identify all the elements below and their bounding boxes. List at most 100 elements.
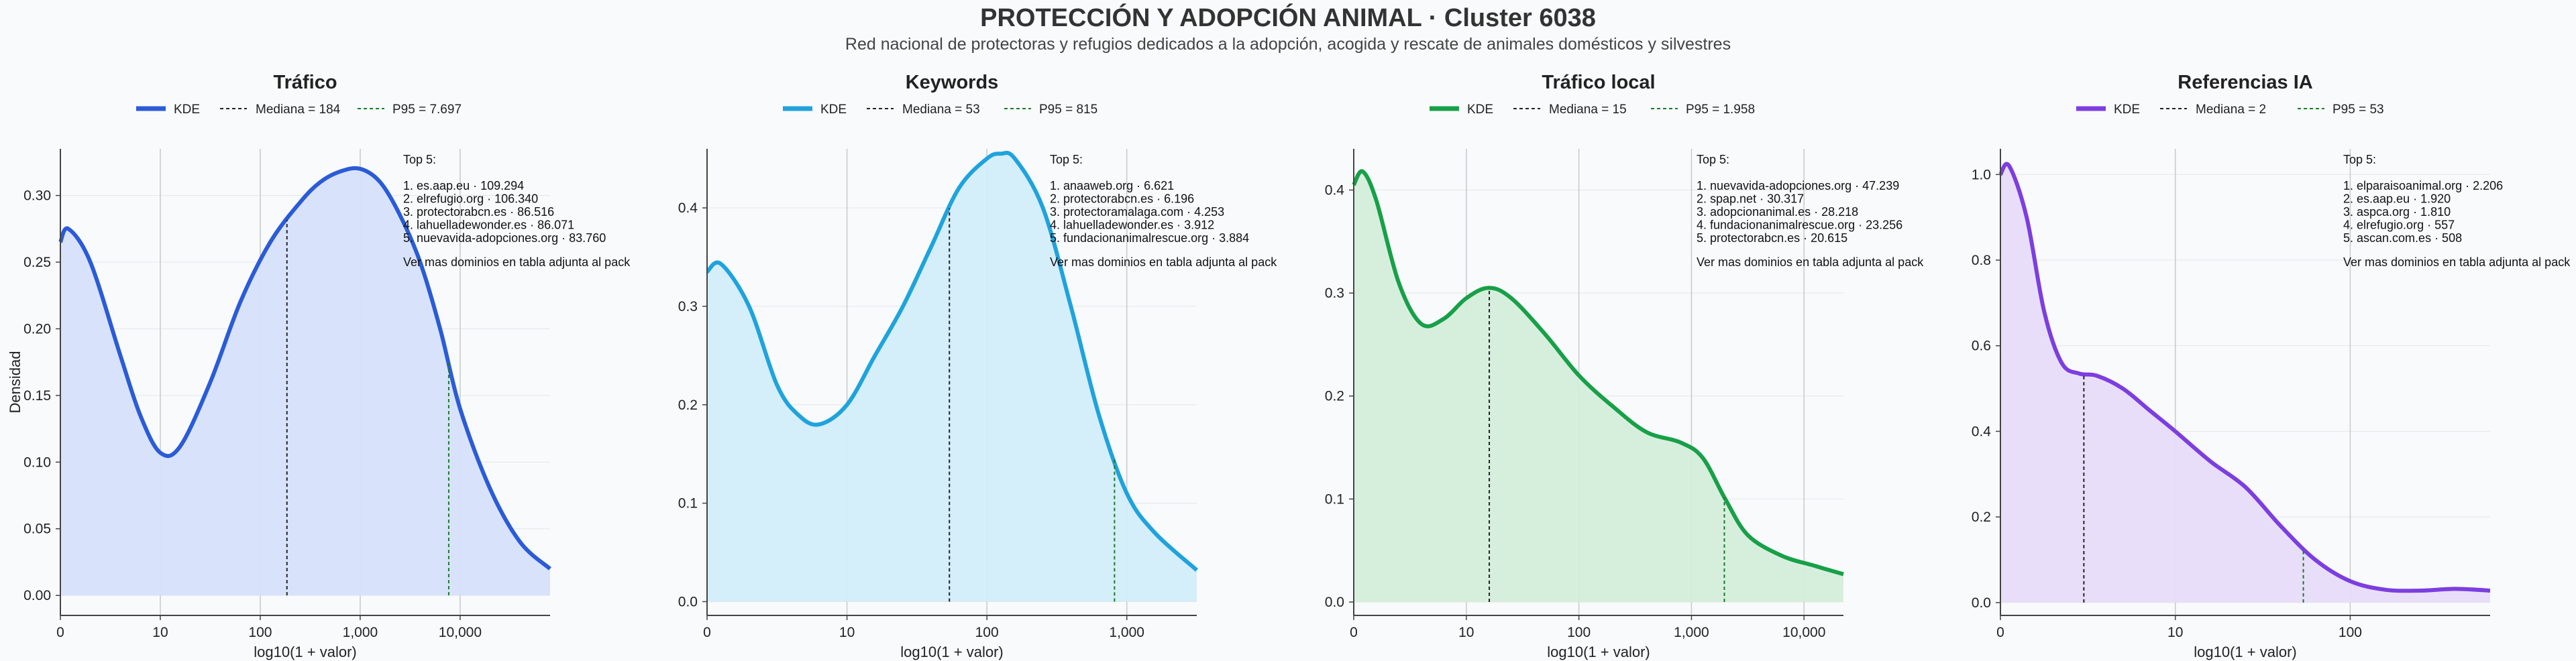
x-tick-label: 100 [2339,625,2362,640]
x-tick-label: 100 [1567,625,1591,640]
y-tick-label: 0.1 [1325,491,1344,507]
legend-kde-label: KDE [1467,103,1493,117]
legend-kde-label: KDE [174,103,200,117]
kde-line [705,150,1198,572]
y-tick-label: 0.0 [678,594,698,609]
page-title: PROTECCIÓN Y ADOPCIÓN ANIMAL · Cluster 6… [980,4,1596,32]
chart-panel-2: Keywords KDE Mediana = 53 P95 = 815 0.0 0.1 0.… [678,72,1277,660]
top5-item: 5. protectorabcn.es · 20.615 [1697,231,1847,245]
legend: KDE Mediana = 53 P95 = 815 [783,103,1097,117]
x-tick-label: 100 [975,625,999,640]
y-tick-label: 0.4 [1972,424,1992,439]
top5-header: Top 5: [403,153,436,166]
panel-title: Referencias IA [2178,72,2313,93]
top5-item: 5. ascan.com.es · 508 [2343,231,2462,245]
y-tick-label: 0.20 [23,321,51,337]
y-tick-label: 0.6 [1972,339,1991,354]
y-axis-label: Densidad [7,351,23,414]
legend-p95-label: P95 = 815 [1039,103,1097,117]
y-tick-label: 0.00 [23,588,51,603]
y-tick-label: 0.15 [23,388,51,404]
top5-item: 2. es.aap.eu · 1.920 [2343,192,2451,206]
top5-annotation: Top 5: 1. nuevavida-adopciones.org · 47.2… [1697,153,1924,269]
top5-item: 2. protectorabcn.es · 6.196 [1050,192,1194,206]
kde-area [2000,164,2490,603]
top5-item: 1. elparaisoanimal.org · 2.206 [2343,179,2503,192]
y-tick-label: 0.3 [678,299,698,314]
top5-item: 2. elrefugio.org · 106.340 [403,192,538,206]
x-tick-label: 0 [1350,625,1358,640]
y-tick-label: 0.4 [678,200,698,216]
kde-line [1352,169,1844,577]
top5-item: 3. aspca.org · 1.810 [2343,205,2451,219]
y-tick-label: 0.2 [1972,509,1991,525]
top5-item: 3. protectorabcn.es · 86.516 [403,205,554,219]
chart-panel-4: Referencias IA KDE Mediana = 2 P95 = 53 0.0 0… [1972,72,2571,660]
chart-panel-1: Tráfico KDE Mediana = 184 P95 = 7.697 0.00 0.… [7,72,631,660]
legend: KDE Mediana = 184 P95 = 7.697 [136,103,462,117]
x-tick-label: 10,000 [439,625,482,640]
y-tick-label: 0.8 [1972,253,1991,268]
legend: KDE Mediana = 15 P95 = 1.958 [1430,103,1755,117]
top5-item: 5. fundacionanimalrescue.org · 3.884 [1050,231,1249,245]
x-axis-label: log10(1 + valor) [900,644,1003,660]
panel-title: Tráfico [273,72,337,93]
kde-area [60,168,550,596]
x-tick-label: 0 [1996,625,2004,640]
y-tick-label: 0.0 [1972,595,1991,611]
x-axis-label: log10(1 + valor) [1547,644,1650,660]
legend-p95-label: P95 = 1.958 [1686,103,1755,117]
x-tick-label: 0 [56,625,64,640]
top5-item: 1. anaaweb.org · 6.621 [1050,179,1174,192]
y-tick-label: 0.30 [23,188,51,204]
top5-item: 4. lahuelladewonder.es · 86.071 [403,219,574,232]
top5-item: 2. spap.net · 30.317 [1697,192,1804,206]
top5-footer: Ver mas dominios en tabla adjunta al pac… [2343,255,2571,269]
y-tick-label: 0.05 [23,522,51,537]
legend-kde-label: KDE [820,103,847,117]
x-tick-label: 10 [839,625,855,640]
y-tick-label: 0.0 [1325,595,1344,610]
legend-median-label: Mediana = 15 [1549,103,1627,117]
top5-header: Top 5: [1697,153,1729,166]
page-subtitle: Red nacional de protectoras y refugios d… [845,35,1731,54]
top5-item: 3. adopcionanimal.es · 28.218 [1697,205,1858,219]
top5-item: 4. fundacionanimalrescue.org · 23.256 [1697,219,1902,232]
kde-area [707,152,1197,602]
legend-p95-label: P95 = 7.697 [392,103,462,117]
top5-item: 5. nuevavida-adopciones.org · 83.760 [403,231,606,245]
y-tick-label: 1.0 [1972,167,1991,182]
y-tick-label: 0.10 [23,455,51,470]
chart-panel-3: Tráfico local KDE Mediana = 15 P95 = 1.958 0… [1325,72,1924,660]
x-tick-label: 1,000 [1674,625,1709,640]
top5-item: 1. nuevavida-adopciones.org · 47.239 [1697,179,1899,192]
y-tick-label: 0.3 [1325,286,1344,301]
legend-median-label: Mediana = 184 [256,103,341,117]
top5-footer: Ver mas dominios en tabla adjunta al pac… [403,255,631,269]
y-tick-label: 0.2 [1325,389,1344,404]
x-tick-label: 100 [248,625,272,640]
x-tick-label: 10 [1458,625,1474,640]
legend-p95-label: P95 = 53 [2332,103,2384,117]
top5-footer: Ver mas dominios en tabla adjunta al pac… [1050,255,1277,269]
top5-header: Top 5: [1050,153,1083,166]
x-tick-label: 10,000 [1782,625,1825,640]
panel-title: Keywords [906,72,999,93]
x-tick-label: 1,000 [343,625,378,640]
panel-title: Tráfico local [1542,72,1655,93]
top5-item: 4. elrefugio.org · 557 [2343,219,2455,232]
legend-median-label: Mediana = 53 [902,103,980,117]
top5-item: 1. es.aap.eu · 109.294 [403,179,524,192]
legend-kde-label: KDE [2114,103,2140,117]
top5-item: 4. lahuelladewonder.es · 3.912 [1050,219,1214,232]
y-tick-label: 0.2 [678,398,698,413]
kde-line [1998,162,2491,593]
x-tick-label: 1,000 [1109,625,1144,640]
x-axis-label: log10(1 + valor) [2194,644,2296,660]
x-tick-label: 10 [2167,625,2183,640]
legend: KDE Mediana = 2 P95 = 53 [2076,103,2384,117]
top5-item: 3. protectoramalaga.com · 4.253 [1050,205,1224,219]
